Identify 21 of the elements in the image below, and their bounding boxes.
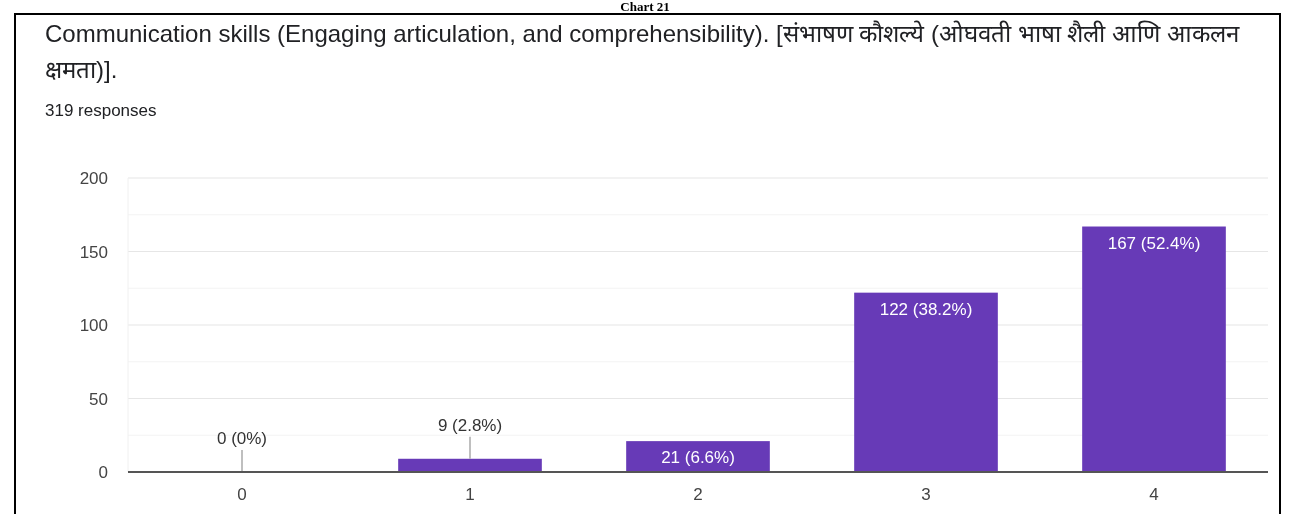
data-label: 9 (2.8%) [437, 415, 503, 435]
chart-subtitle: 319 responses [45, 101, 157, 120]
y-tick-label: 0 [98, 463, 108, 482]
data-label: 167 (52.4%) [1107, 233, 1201, 253]
x-tick-label: 3 [921, 485, 931, 504]
data-label: 21 (6.6%) [661, 448, 735, 468]
bar [854, 292, 998, 472]
caption: Chart 21 [620, 0, 670, 14]
y-tick-label: 200 [79, 169, 108, 188]
x-tick-label: 4 [1149, 485, 1159, 504]
chart-title: Communication skills (Engaging articulation, and comprehensibility). [संभाषण कौशल्ये (ओघवती भाषा शैली आणि आकलन क्षमता)]. [45, 20, 1240, 83]
bar [398, 458, 542, 472]
x-tick-label: 1 [465, 485, 475, 504]
data-label: 0 (0%) [216, 429, 268, 448]
x-tick-label: 0 [237, 485, 247, 504]
y-tick-label: 150 [79, 242, 108, 262]
x-tick-label: 2 [693, 485, 703, 504]
y-tick-label: 50 [89, 389, 108, 409]
bar [1082, 226, 1226, 472]
y-tick-label: 100 [79, 316, 108, 335]
data-label: 122 (38.2%) [879, 299, 973, 319]
